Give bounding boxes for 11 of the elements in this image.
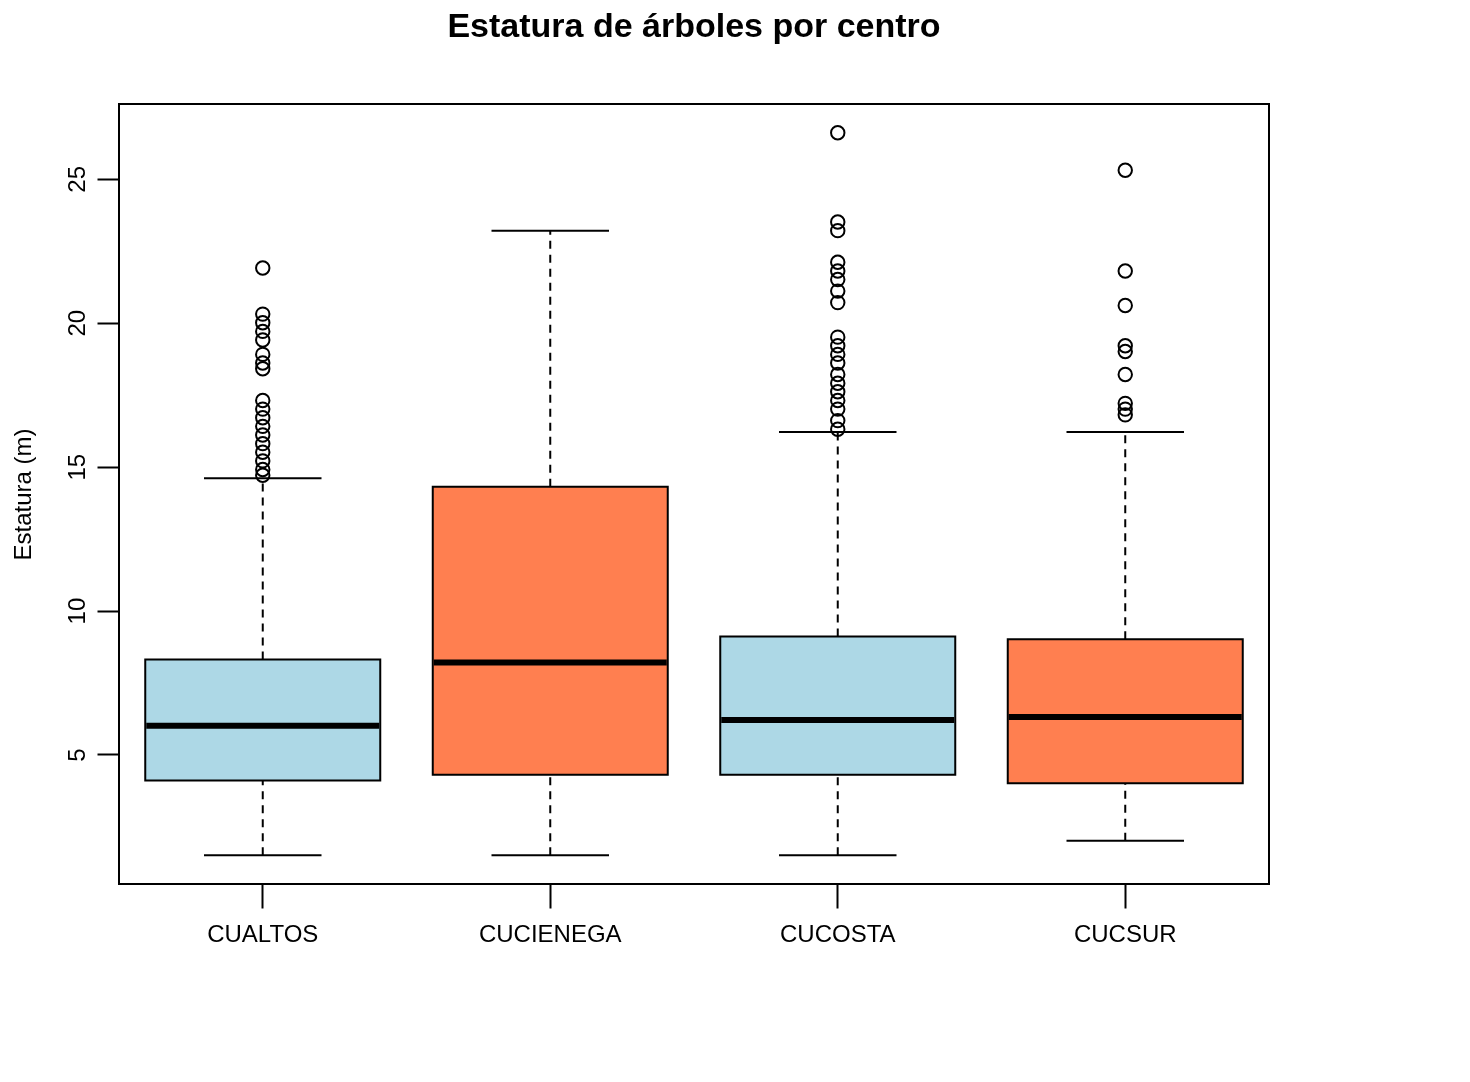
y-tick-label: 10 bbox=[62, 597, 90, 625]
x-tick-label: CUCIENEGA bbox=[478, 919, 622, 947]
y-tick-label: 5 bbox=[62, 748, 90, 762]
chart-title: Estatura de árboles por centro bbox=[447, 6, 941, 44]
y-tick-label: 25 bbox=[62, 165, 90, 193]
y-tick-label: 15 bbox=[62, 453, 90, 481]
y-tick-label: 20 bbox=[62, 309, 90, 337]
x-tick-label: CUALTOS bbox=[207, 919, 319, 947]
y-axis-title: Estatura (m) bbox=[8, 428, 36, 561]
x-tick-label: CUCSUR bbox=[1073, 919, 1177, 947]
x-tick-label: CUCOSTA bbox=[779, 919, 896, 947]
